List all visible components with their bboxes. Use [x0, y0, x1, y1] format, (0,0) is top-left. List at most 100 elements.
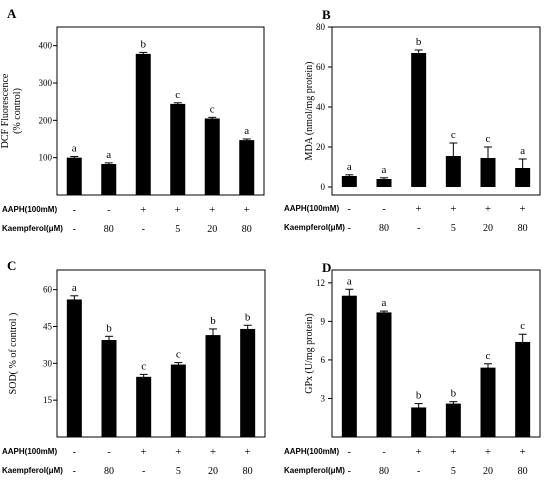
bar	[101, 339, 117, 437]
aaph-row-label: AAPH(100mM)	[2, 205, 57, 214]
bar	[136, 376, 152, 437]
y-tick-label: 100	[39, 153, 53, 163]
plot-frame	[331, 26, 541, 196]
panel-b: B 0 20 40 60 80 MDA (nmol/mg protein) a - - a - 80 b +…	[284, 7, 541, 234]
bar	[376, 312, 392, 437]
bar	[170, 103, 186, 195]
y-tick-label: 80	[316, 22, 326, 32]
bar	[445, 403, 461, 437]
aaph-value: +	[244, 204, 250, 216]
aaph-value: +	[485, 446, 491, 458]
significance-letter: c	[175, 89, 180, 101]
y-tick-label: 0	[321, 182, 326, 192]
kaempferol-row-label: Kaempferol(μM)	[2, 224, 63, 233]
significance-letter: a	[244, 125, 249, 137]
significance-letter: a	[72, 143, 77, 155]
aaph-value: +	[450, 203, 456, 215]
y-tick-label: 60	[316, 62, 326, 72]
aaph-value: -	[348, 447, 351, 458]
bar	[411, 53, 427, 187]
bar	[66, 299, 82, 437]
aaph-value: +	[140, 204, 146, 216]
panel-d: D 3 6 9 12 GPx (U/mg protein) a - - a - 80 b + - b +5 c +2…	[284, 260, 541, 477]
y-tick-label: 200	[39, 115, 53, 125]
kaempferol-value: -	[73, 466, 76, 477]
panel-a: A 100 200 300 400 DCF Fluorescence(% control)…	[0, 6, 265, 235]
significance-letter: b	[245, 311, 251, 323]
kaempferol-value: 20	[483, 466, 493, 477]
y-tick-label: 30	[43, 358, 53, 368]
kaempferol-value: -	[417, 223, 420, 234]
bar	[101, 164, 117, 195]
y-tick-label: 45	[43, 321, 53, 331]
y-tick-label: 12	[316, 278, 325, 288]
aaph-value: +	[416, 446, 422, 458]
aaph-value: -	[382, 204, 385, 215]
plot-frame	[56, 26, 265, 196]
aaph-value: +	[141, 446, 147, 458]
kaempferol-value: 5	[175, 224, 180, 235]
significance-letter: c	[141, 360, 146, 372]
bar	[239, 140, 255, 195]
y-axis-label: SOD( % of control )	[8, 313, 19, 395]
panel-label: D	[322, 260, 331, 275]
y-tick-label: 3	[321, 393, 326, 403]
kaempferol-value: 80	[243, 466, 253, 477]
aaph-value: -	[348, 204, 351, 215]
significance-letter: a	[106, 149, 111, 161]
y-tick-label: 40	[316, 102, 326, 112]
kaempferol-value: 20	[207, 224, 217, 235]
bar	[376, 179, 392, 187]
kaempferol-value: 5	[451, 223, 456, 234]
kaempferol-value: -	[142, 224, 145, 235]
kaempferol-value: 80	[518, 223, 528, 234]
kaempferol-value: 80	[104, 224, 114, 235]
aaph-value: +	[175, 446, 181, 458]
y-tick-label: 15	[43, 395, 53, 405]
significance-letter: c	[451, 129, 456, 141]
bar	[240, 328, 256, 437]
aaph-value: -	[107, 205, 110, 216]
bar	[341, 176, 357, 187]
kaempferol-value: 80	[379, 223, 389, 234]
significance-letter: b	[416, 390, 422, 402]
aaph-value: +	[520, 203, 526, 215]
aaph-value: -	[107, 447, 110, 458]
significance-letter: c	[176, 349, 181, 361]
kaempferol-value: 80	[379, 466, 389, 477]
significance-letter: c	[520, 320, 525, 332]
aaph-value: -	[382, 447, 385, 458]
bar	[480, 367, 496, 437]
significance-letter: b	[106, 322, 112, 334]
aaph-value: +	[175, 204, 181, 216]
y-tick-label: 300	[39, 78, 53, 88]
kaempferol-value: 80	[242, 224, 252, 235]
y-tick-label: 400	[39, 41, 53, 51]
kaempferol-value: 80	[104, 466, 114, 477]
kaempferol-row-label: Kaempferol(μM)	[2, 466, 63, 475]
y-axis-label: DCF Fluorescence(% control)	[0, 73, 23, 148]
aaph-row-label: AAPH(100mM)	[284, 447, 339, 456]
aaph-value: +	[209, 204, 215, 216]
y-tick-label: 6	[321, 355, 326, 365]
aaph-value: +	[210, 446, 216, 458]
y-axis-label: MDA (nmol/mg protein)	[304, 62, 315, 161]
aaph-value: -	[73, 205, 76, 216]
aaph-value: +	[520, 446, 526, 458]
aaph-value: +	[485, 203, 491, 215]
kaempferol-value: 20	[208, 466, 218, 477]
kaempferol-value: -	[73, 224, 76, 235]
aaph-value: +	[245, 446, 251, 458]
bar	[341, 295, 357, 437]
plot-frame	[331, 269, 541, 438]
significance-letter: a	[347, 275, 352, 287]
bar	[480, 158, 496, 187]
kaempferol-value: -	[142, 466, 145, 477]
bar	[170, 364, 186, 437]
significance-letter: c	[486, 350, 491, 362]
panel-c: C 15 30 45 60 SOD( % of control ) a - - b - 80 c + - c +…	[2, 258, 266, 477]
aaph-row-label: AAPH(100mM)	[2, 447, 57, 456]
y-tick-label: 20	[316, 142, 326, 152]
kaempferol-value: -	[417, 466, 420, 477]
significance-letter: c	[210, 103, 215, 115]
